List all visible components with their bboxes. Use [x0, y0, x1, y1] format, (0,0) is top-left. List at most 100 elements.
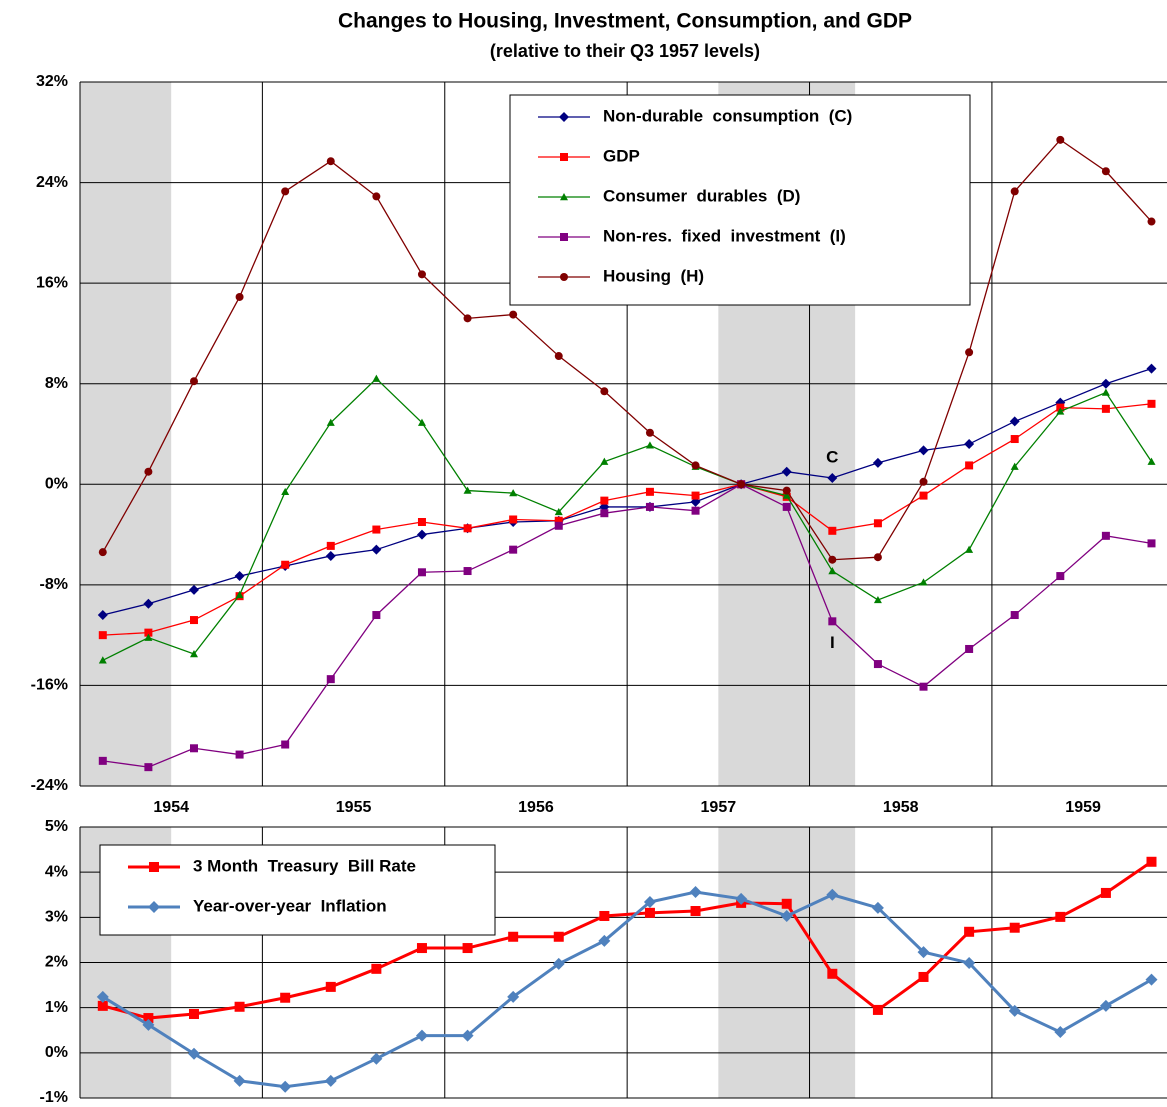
recession-band: [80, 82, 172, 786]
marker: [509, 310, 518, 319]
marker: [235, 750, 244, 759]
marker: [559, 112, 569, 122]
series-line: [102, 860, 1153, 1020]
marker: [691, 506, 700, 515]
series-line: [102, 890, 1153, 1089]
annotation: I: [830, 633, 835, 652]
y-tick-label: 5%: [45, 818, 68, 835]
marker: [827, 473, 838, 483]
y-tick-label: 0%: [45, 1044, 68, 1061]
marker: [371, 544, 382, 555]
marker: [645, 502, 654, 511]
marker: [98, 656, 107, 664]
marker: [144, 467, 153, 476]
marker: [873, 595, 882, 604]
marker: [235, 590, 244, 599]
marker: [919, 682, 928, 691]
marker: [781, 466, 792, 477]
series-line: [102, 483, 1152, 768]
annotation: C: [826, 447, 838, 466]
marker: [1147, 217, 1156, 226]
marker: [560, 273, 568, 281]
marker: [143, 598, 154, 609]
marker: [372, 192, 381, 201]
marker: [509, 515, 518, 524]
marker: [737, 480, 746, 489]
x-tick-label: 1954: [153, 799, 189, 816]
marker: [189, 744, 198, 753]
marker: [1010, 611, 1019, 620]
marker: [417, 270, 426, 279]
marker: [919, 477, 928, 486]
marker: [598, 934, 611, 947]
marker: [965, 348, 974, 357]
marker: [600, 496, 609, 505]
marker: [1099, 999, 1112, 1012]
marker: [187, 1047, 200, 1060]
marker: [233, 1074, 246, 1087]
marker: [189, 616, 198, 625]
marker: [1147, 399, 1156, 408]
marker: [645, 487, 654, 496]
marker: [600, 509, 609, 518]
marker: [689, 886, 702, 899]
chart-subtitle: (relative to their Q3 1957 levels): [490, 41, 760, 61]
y-tick-label: -24%: [31, 777, 68, 794]
marker: [691, 491, 700, 500]
marker: [599, 910, 610, 921]
marker: [96, 990, 109, 1003]
marker: [560, 233, 568, 241]
series-line: [102, 138, 1152, 561]
marker: [325, 981, 336, 992]
y-tick-label: 32%: [36, 73, 68, 90]
marker: [417, 518, 426, 526]
marker: [143, 1013, 154, 1024]
marker: [1054, 1026, 1067, 1039]
marker: [326, 157, 335, 166]
marker: [873, 519, 882, 528]
marker: [1146, 363, 1157, 374]
marker: [509, 489, 518, 497]
marker: [463, 567, 472, 576]
marker: [417, 418, 426, 426]
series-line: [102, 403, 1152, 636]
legend-label: 3 Month Treasury Bill Rate: [193, 856, 416, 875]
marker: [560, 153, 568, 161]
marker: [144, 763, 153, 772]
legend-box: [509, 94, 971, 306]
marker: [1147, 457, 1156, 465]
marker: [1100, 378, 1111, 389]
marker: [965, 644, 974, 653]
marker: [554, 352, 563, 361]
marker: [873, 660, 882, 669]
marker: [1008, 1004, 1021, 1017]
marker: [144, 633, 153, 641]
marker: [1009, 922, 1020, 933]
marker: [871, 901, 884, 914]
marker: [235, 292, 244, 301]
marker: [1101, 388, 1110, 396]
y-tick-label: -8%: [40, 576, 68, 593]
legend-label: Year-over-year Inflation: [193, 896, 387, 915]
marker: [1010, 187, 1019, 196]
legend-label: Housing (H): [603, 266, 704, 285]
marker: [372, 611, 381, 620]
marker: [281, 187, 290, 196]
marker: [554, 516, 563, 525]
marker: [149, 862, 159, 872]
marker: [372, 525, 381, 534]
marker: [964, 439, 975, 450]
y-tick-label: 1%: [45, 999, 68, 1016]
marker: [1145, 973, 1158, 986]
marker: [1009, 416, 1020, 427]
marker: [826, 888, 839, 901]
y-tick-label: 0%: [45, 476, 68, 493]
marker: [463, 314, 472, 323]
marker: [142, 1018, 155, 1031]
marker: [554, 507, 563, 516]
y-tick-label: 16%: [36, 274, 68, 291]
marker: [691, 461, 700, 470]
marker: [234, 1001, 245, 1012]
marker: [234, 571, 245, 582]
